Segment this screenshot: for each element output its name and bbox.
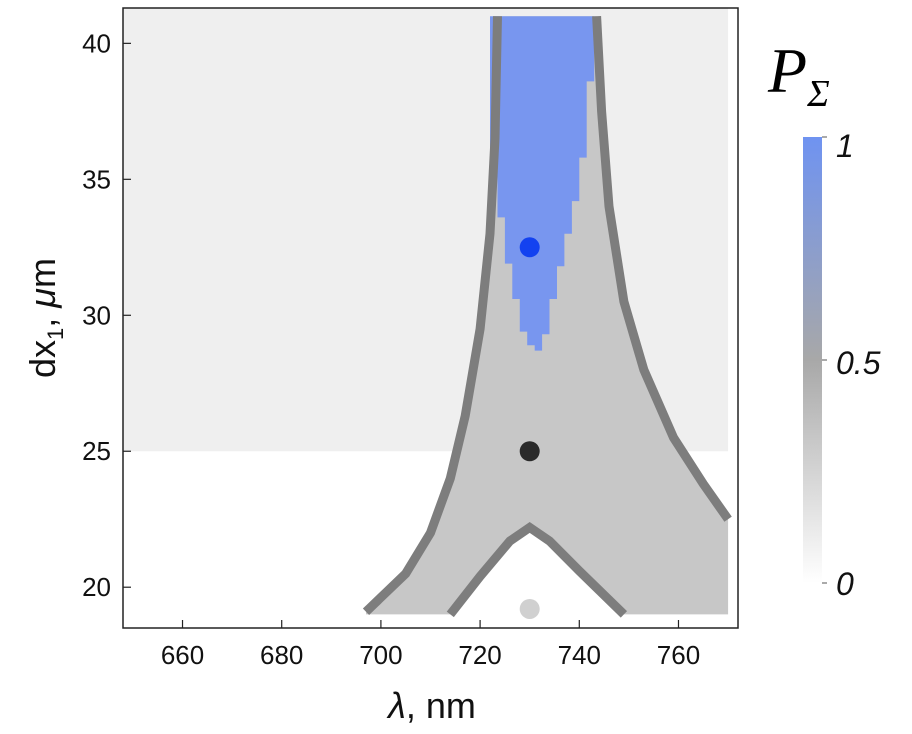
colorbar-title-subscript: Σ	[806, 73, 830, 115]
colorbar-title: PΣ	[767, 35, 830, 115]
x-tick-label: 760	[657, 640, 700, 670]
y-tick-label: 30	[82, 300, 111, 330]
y-axis-base: dx	[22, 340, 63, 378]
x-tick-label: 740	[558, 640, 601, 670]
y-tick-label: 20	[82, 572, 111, 602]
point-light-grey	[519, 598, 540, 619]
colorbar-title-main: P	[767, 35, 807, 106]
y-tick-label: 25	[82, 436, 111, 466]
x-tick-label: 720	[458, 640, 501, 670]
x-axis-unit: , nm	[406, 685, 476, 726]
outer-boundary-left	[362, 16, 502, 615]
y-axis-subscript: 1	[43, 328, 68, 340]
colorbar-label-mid: 0.5	[836, 345, 881, 381]
x-axis-label: λ, nm	[386, 685, 476, 726]
colorbar-label-high: 1	[836, 128, 854, 164]
inner-boundary	[446, 521, 628, 618]
colorbar-label-low: 0	[836, 566, 854, 602]
plot-area	[123, 8, 732, 619]
point-black	[519, 441, 540, 462]
x-axis-symbol: λ	[386, 685, 406, 726]
point-blue	[519, 237, 540, 258]
high-probability-region	[490, 16, 595, 351]
x-axis: 660 680 700 720 740 760	[161, 620, 700, 670]
x-tick-label: 680	[260, 640, 303, 670]
colorbar-gradient	[803, 137, 822, 583]
y-axis-unit: m	[22, 258, 63, 288]
y-axis-mu: μ	[22, 288, 63, 309]
x-tick-label: 700	[359, 640, 402, 670]
y-axis: 20 25 30 35 40	[82, 28, 131, 602]
y-axis-label: dx1, μm	[22, 258, 68, 378]
colorbar: 1 0.5 0 PΣ	[767, 35, 881, 602]
y-tick-label: 35	[82, 164, 111, 194]
x-tick-label: 660	[161, 640, 204, 670]
y-axis-separator: ,	[22, 308, 63, 328]
outer-boundary-right	[592, 15, 732, 522]
plot-frame	[122, 7, 739, 629]
y-tick-label: 40	[82, 28, 111, 58]
